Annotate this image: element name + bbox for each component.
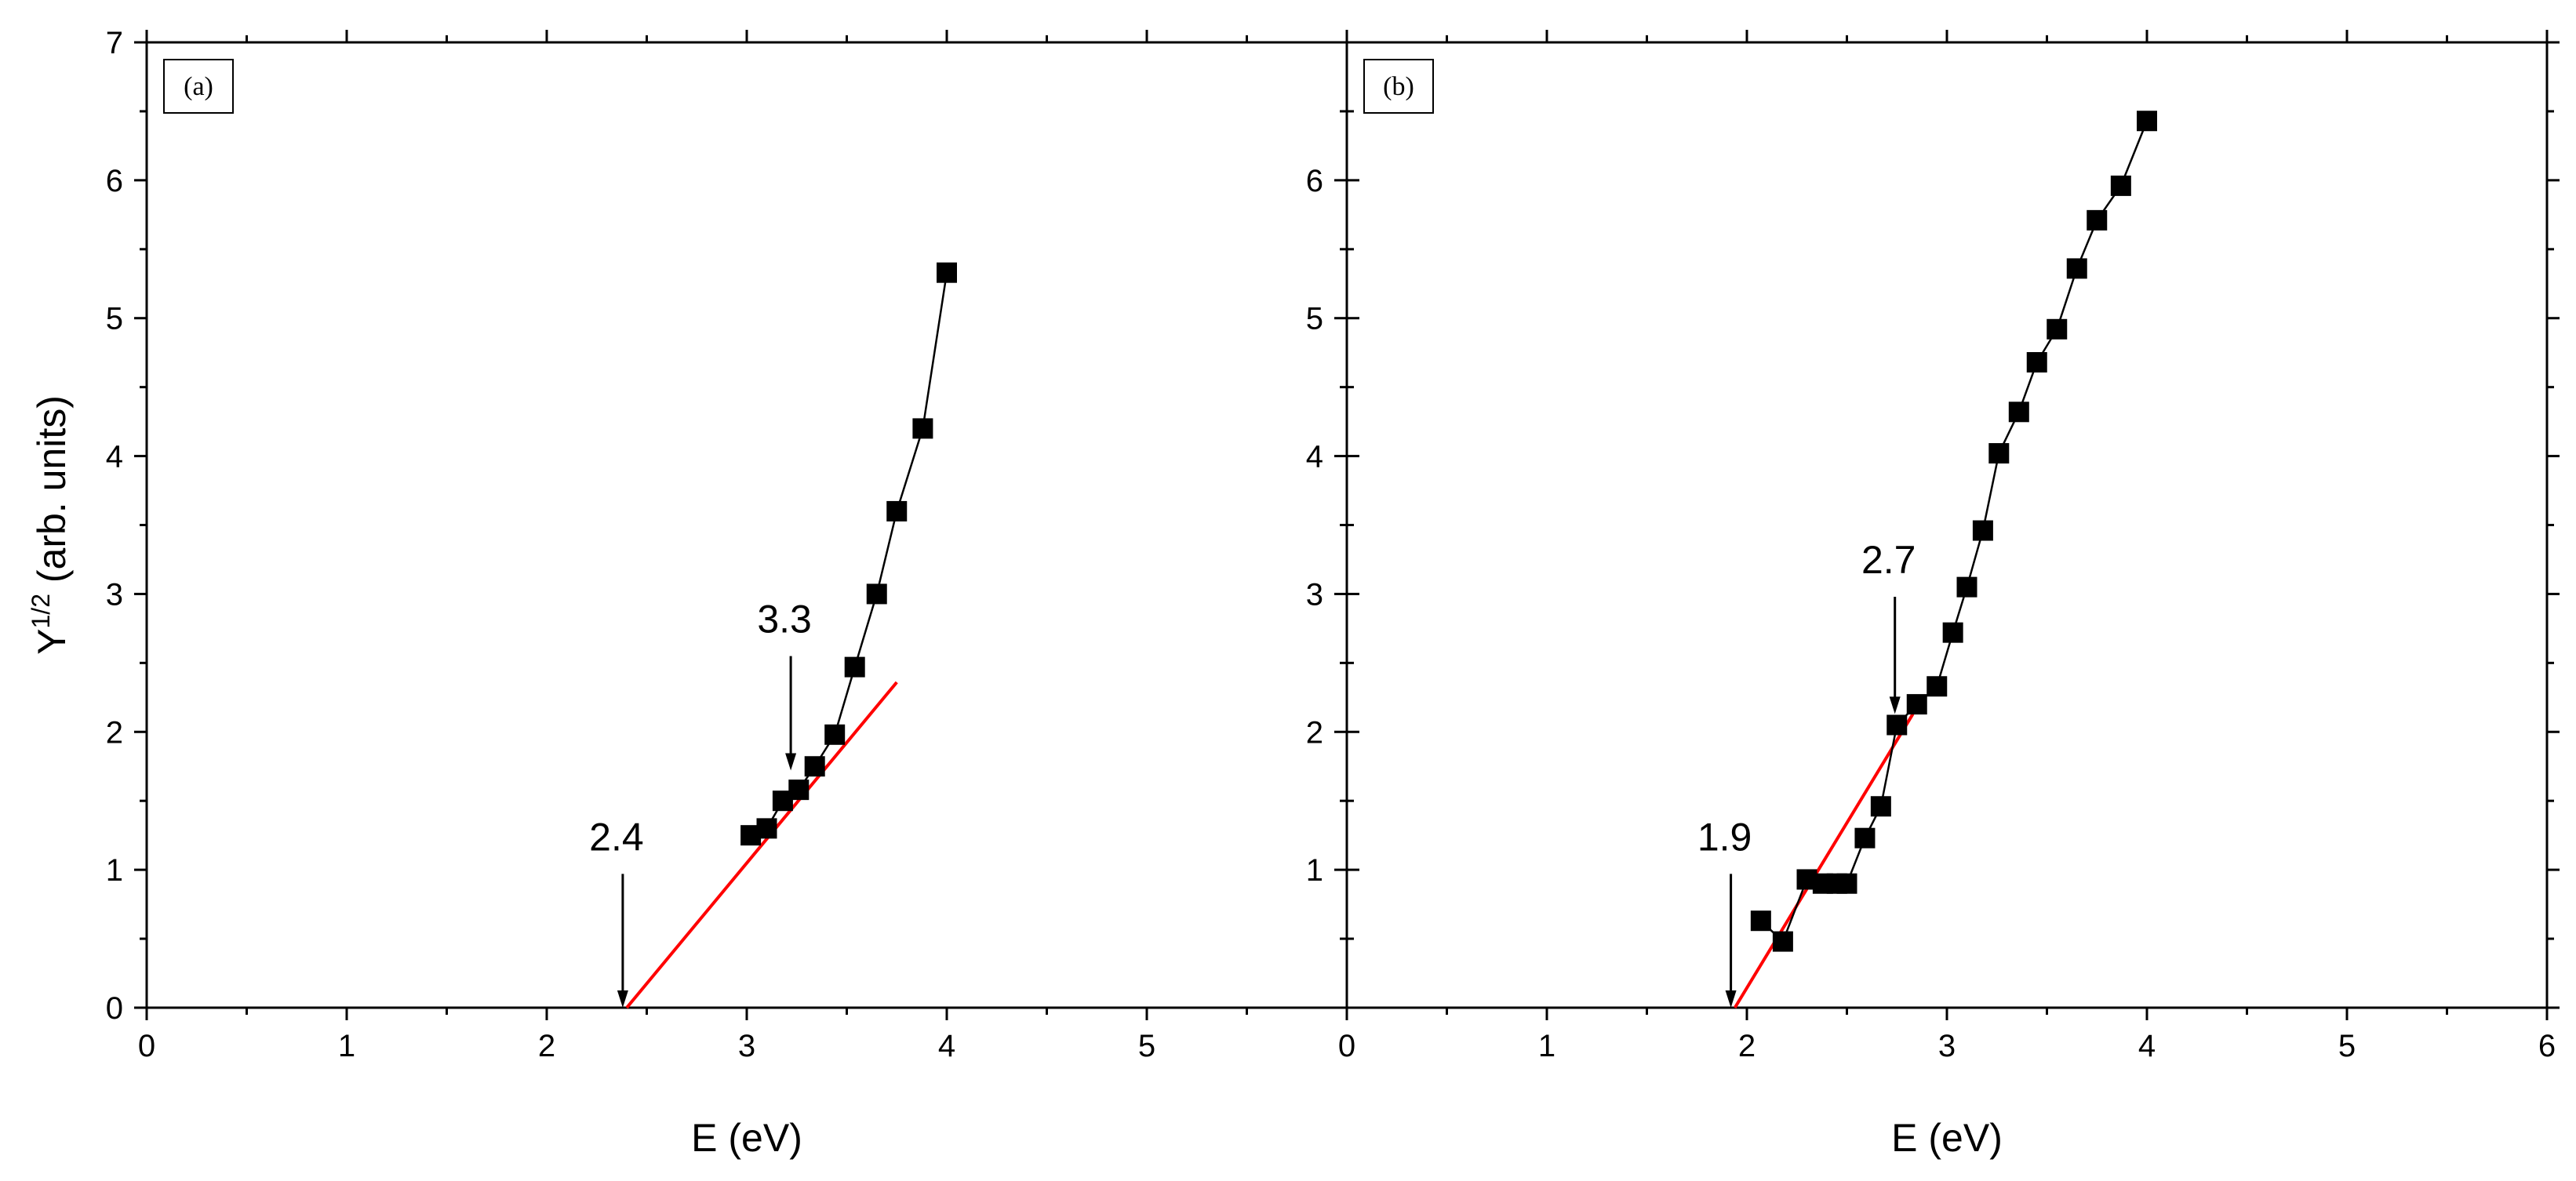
- x-tick-label: 0: [138, 1029, 155, 1063]
- panel-b: 0 1 2 3 4 5 6 1 2 3 4 5 6 E (eV) (b) 1.9 2.7: [1306, 30, 2560, 1160]
- x-tick-label: 0: [1338, 1029, 1355, 1063]
- y-tick-label: 0: [106, 991, 123, 1026]
- data-point: [886, 500, 908, 521]
- annotation-label: 1.9: [1697, 815, 1752, 859]
- panel-label-box: [163, 59, 234, 114]
- y-tick-label: 3: [1306, 577, 1323, 612]
- x-axis-title: E (eV): [691, 1116, 802, 1160]
- data-point: [1870, 796, 1891, 817]
- x-tick-label: 1: [1538, 1029, 1555, 1063]
- data-point: [1906, 694, 1927, 715]
- data-point: [1927, 676, 1948, 697]
- data-point: [937, 262, 957, 283]
- annotation-arrow-head: [785, 753, 797, 771]
- plot-frame: [1345, 41, 2549, 1009]
- annotation-label: 2.7: [1861, 538, 1916, 582]
- series-line: [1759, 120, 2148, 943]
- data-point: [1942, 622, 1963, 643]
- x-tick-label: 4: [2138, 1029, 2156, 1063]
- annotation-label: 2.4: [589, 815, 644, 859]
- panel-label: (a): [184, 72, 213, 101]
- annotation-arrow-head: [1725, 990, 1737, 1008]
- panel-label-box: [1363, 59, 1434, 114]
- data-point: [2137, 111, 2157, 132]
- y-tick-label: 1: [106, 853, 123, 888]
- data-point: [788, 779, 810, 801]
- data-point: [804, 756, 825, 777]
- y-tick-label: 5: [1306, 302, 1323, 336]
- data-point: [1854, 827, 1876, 849]
- y-axis-title: Y1/2 (arb. units): [27, 395, 74, 655]
- x-axis-title: E (eV): [1891, 1116, 2003, 1160]
- y-tick-label: 4: [106, 440, 123, 474]
- data-point: [2026, 351, 2047, 372]
- data-point: [824, 724, 846, 745]
- y-tick-label: 3: [106, 577, 123, 612]
- data-point: [756, 818, 777, 839]
- y-tick-label: 4: [1306, 440, 1323, 474]
- y-axis-title-units: (arb. units): [30, 395, 74, 594]
- data-point: [1772, 931, 1793, 952]
- y-tick-label: 6: [106, 164, 123, 198]
- data-point: [1750, 910, 1771, 932]
- data-point: [844, 656, 865, 678]
- data-point: [2110, 175, 2131, 196]
- data-point: [866, 583, 887, 605]
- x-tick-label: 6: [2538, 1029, 2556, 1063]
- x-tick-label: 2: [1738, 1029, 1756, 1063]
- x-tick-label: 2: [538, 1029, 555, 1063]
- y-axis-title-base: Y: [30, 628, 74, 654]
- series-line: [750, 272, 948, 837]
- y-tick-label: 2: [106, 715, 123, 750]
- fit-line: [625, 681, 898, 1009]
- data-point: [1972, 520, 1993, 541]
- data-point: [912, 418, 933, 439]
- panels: 0 1 2 3 4 5 0 1 2 3 4 5 6 7 E (eV) Y1/2 (arb. units) (a)…: [27, 26, 2560, 1160]
- data-point: [1988, 443, 2010, 464]
- x-tick-label: 1: [338, 1029, 355, 1063]
- data-point: [1836, 873, 1857, 894]
- x-tick-label: 4: [938, 1029, 955, 1063]
- x-tick-label: 3: [738, 1029, 755, 1063]
- x-tick-label: 5: [1138, 1029, 1155, 1063]
- data-point: [2087, 209, 2108, 231]
- y-tick-label: 1: [1306, 853, 1323, 888]
- data-point: [1887, 714, 1908, 736]
- data-point: [2066, 258, 2087, 279]
- y-tick-label: 7: [106, 26, 123, 60]
- annotation-arrow-head: [1889, 696, 1901, 714]
- y-tick-label: 2: [1306, 715, 1323, 750]
- y-axis-title-superscript: 1/2: [27, 594, 55, 628]
- x-tick-label: 3: [1938, 1029, 1956, 1063]
- fit-line: [1733, 713, 1915, 1009]
- y-tick-label: 6: [1306, 164, 1323, 198]
- annotation-arrow-head: [617, 990, 628, 1008]
- y-tick-label: 5: [106, 302, 123, 336]
- annotation-label: 3.3: [757, 598, 812, 641]
- data-point: [1956, 576, 1977, 598]
- data-point: [2008, 402, 2029, 423]
- panel-a: 0 1 2 3 4 5 0 1 2 3 4 5 6 7 E (eV) Y1/2 (arb. units) (a)…: [27, 26, 1359, 1160]
- data-point: [2047, 318, 2068, 340]
- x-tick-label: 5: [2338, 1029, 2356, 1063]
- panel-label: (b): [1383, 72, 1414, 101]
